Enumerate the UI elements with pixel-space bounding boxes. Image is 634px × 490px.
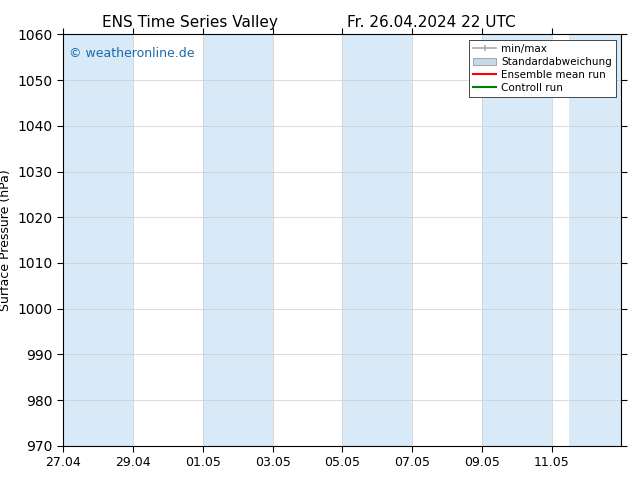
Y-axis label: Surface Pressure (hPa): Surface Pressure (hPa) — [0, 169, 12, 311]
Text: Fr. 26.04.2024 22 UTC: Fr. 26.04.2024 22 UTC — [347, 15, 515, 30]
Bar — [569, 34, 621, 446]
Bar — [203, 34, 273, 446]
Bar — [63, 34, 133, 446]
Bar — [482, 34, 552, 446]
Bar — [342, 34, 412, 446]
Legend: min/max, Standardabweichung, Ensemble mean run, Controll run: min/max, Standardabweichung, Ensemble me… — [469, 40, 616, 97]
Text: © weatheronline.de: © weatheronline.de — [69, 47, 195, 60]
Text: ENS Time Series Valley: ENS Time Series Valley — [102, 15, 278, 30]
